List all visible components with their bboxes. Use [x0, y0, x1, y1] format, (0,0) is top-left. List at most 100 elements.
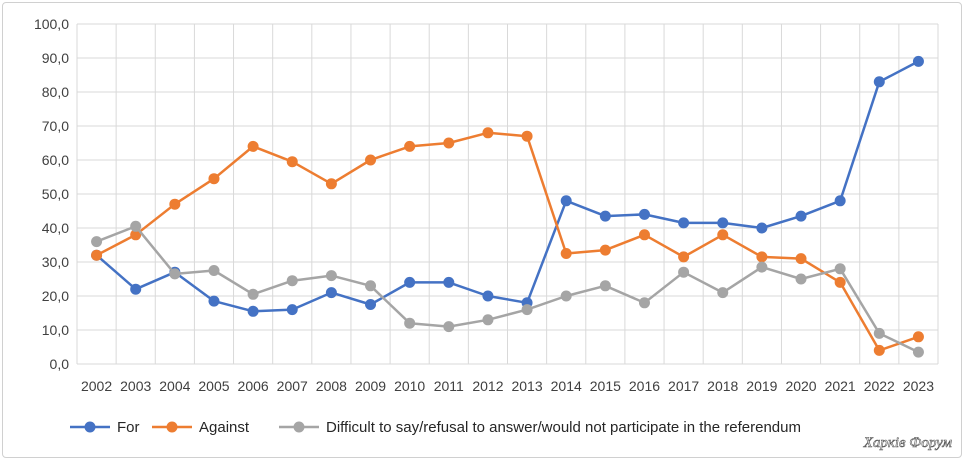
data-point: [404, 140, 416, 152]
series-line: [95, 60, 919, 313]
y-tick-label: 10,0: [42, 322, 69, 338]
data-point: [795, 253, 807, 265]
watermark-text: Харків Форум: [863, 435, 953, 451]
data-point: [834, 195, 846, 207]
data-point: [404, 317, 416, 329]
data-point: [912, 331, 924, 343]
data-point: [834, 276, 846, 288]
data-point: [365, 154, 377, 166]
series-line: [96, 225, 919, 354]
y-tick-label: 100,0: [34, 16, 69, 32]
y-axis-ticks: 0,0 10,0 20,0 30,0 40,0 50,0 60,0 70,0 80,0 90,0 1…: [34, 16, 69, 372]
data-point: [325, 178, 337, 190]
data-point: [365, 280, 377, 292]
data-point: [599, 280, 611, 292]
x-tick-label: 2021: [825, 378, 856, 394]
data-point: [208, 265, 220, 276]
legend-label: Against: [199, 419, 250, 436]
data-point: [795, 273, 807, 285]
y-tick-label: 90,0: [42, 50, 69, 66]
data-point: [873, 327, 885, 339]
data-point: [404, 276, 416, 288]
data-point: [169, 198, 181, 210]
x-tick-label: 2015: [590, 378, 621, 394]
data-point: [756, 251, 768, 263]
data-point: [795, 210, 807, 222]
data-point: [443, 276, 455, 288]
series-group: [91, 55, 924, 358]
x-tick-label: 2012: [472, 378, 503, 394]
legend-marker: [84, 421, 96, 433]
data-point: [482, 127, 494, 139]
data-point: [599, 210, 611, 222]
data-point: [521, 304, 533, 316]
y-tick-label: 70,0: [42, 118, 69, 134]
data-point: [130, 220, 142, 232]
legend-marker: [166, 421, 178, 433]
data-point: [443, 137, 455, 149]
x-tick-label: 2011: [434, 378, 464, 394]
legend-item: Difficult to say/refusal to answer/would…: [279, 419, 801, 436]
data-point: [638, 208, 650, 220]
series-against: [91, 127, 924, 356]
data-point: [521, 130, 533, 142]
data-point: [560, 248, 572, 259]
data-point: [247, 305, 259, 317]
data-point: [678, 217, 690, 229]
data-point: [325, 270, 337, 282]
data-point: [286, 275, 298, 287]
y-tick-label: 30,0: [42, 254, 69, 270]
y-tick-label: 20,0: [42, 288, 69, 304]
x-tick-label: 2006: [238, 378, 269, 394]
data-point: [638, 297, 650, 309]
data-point: [638, 229, 650, 241]
data-point: [365, 299, 377, 310]
x-axis-ticks: 2002 2003 2004 2005 2006 2007 2008 2009 2010 2011…: [81, 378, 934, 394]
data-point: [91, 249, 103, 261]
legend-item: Against: [152, 419, 250, 436]
data-point: [560, 195, 572, 207]
x-tick-label: 2020: [785, 378, 816, 394]
data-point: [834, 263, 846, 275]
legend: For Against Difficult to say/refusal to an…: [70, 419, 801, 436]
data-point: [873, 76, 885, 88]
data-point: [678, 251, 690, 263]
x-tick-label: 2004: [159, 378, 190, 394]
data-point: [247, 140, 259, 152]
data-point: [717, 217, 729, 229]
series-difficult-to-say-refusal: [91, 220, 924, 358]
data-point: [169, 268, 181, 280]
y-tick-label: 40,0: [42, 220, 69, 236]
x-tick-label: 2023: [903, 378, 934, 394]
data-point: [247, 288, 259, 300]
data-point: [208, 295, 220, 307]
data-point: [717, 229, 729, 241]
data-point: [130, 229, 142, 241]
x-tick-label: 2005: [198, 378, 229, 394]
legend-label: For: [117, 419, 140, 436]
data-point: [873, 344, 885, 356]
data-point: [208, 173, 220, 185]
data-point: [678, 266, 690, 278]
data-point: [286, 156, 298, 168]
data-point: [599, 244, 611, 256]
legend-marker: [293, 421, 305, 433]
x-tick-label: 2017: [668, 378, 699, 394]
data-point: [756, 222, 768, 234]
x-tick-label: 2002: [81, 378, 112, 394]
x-tick-label: 2009: [355, 378, 386, 394]
data-point: [717, 287, 729, 299]
y-tick-label: 50,0: [42, 186, 69, 202]
y-tick-label: 0,0: [50, 356, 70, 372]
data-point: [130, 283, 142, 295]
x-tick-label: 2010: [394, 378, 425, 394]
x-tick-label: 2022: [864, 378, 895, 394]
x-tick-label: 2007: [277, 378, 308, 394]
data-point: [286, 304, 298, 316]
grid-lines: [76, 23, 939, 365]
legend-item: For: [70, 419, 140, 436]
data-point: [482, 314, 494, 326]
data-point: [325, 287, 337, 299]
